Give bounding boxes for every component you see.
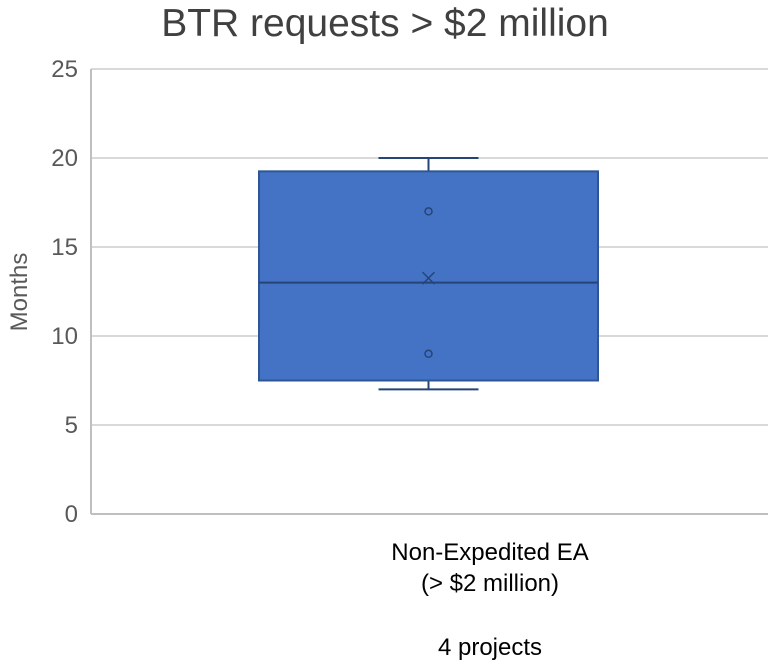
y-tick-label-15: 15 bbox=[51, 234, 78, 261]
category-label-line-1: (> $2 million) bbox=[421, 570, 559, 597]
box-series bbox=[258, 157, 599, 391]
chart-title: BTR requests > $2 million bbox=[161, 2, 609, 45]
y-tick-label-0: 0 bbox=[65, 501, 78, 528]
category-labels: Non-Expedited EA (> $2 million) 4 projects bbox=[391, 539, 588, 661]
y-tick-label-5: 5 bbox=[65, 412, 78, 439]
mean-marker bbox=[421, 271, 436, 285]
category-label-line-0: Non-Expedited EA bbox=[391, 539, 588, 566]
y-tick-label-25: 25 bbox=[51, 56, 78, 83]
y-tick-labels: 0 5 10 15 20 25 bbox=[51, 56, 78, 528]
interquartile-box bbox=[258, 170, 599, 382]
y-axis-title: Months bbox=[6, 253, 33, 332]
mean-marker-stroke-b bbox=[421, 271, 436, 285]
data-point-2 bbox=[424, 207, 433, 216]
data-point-1 bbox=[424, 349, 433, 359]
axes bbox=[90, 69, 768, 515]
category-label-line-3: 4 projects bbox=[438, 634, 542, 661]
y-tick-label-20: 20 bbox=[51, 145, 78, 172]
y-tick-label-10: 10 bbox=[51, 323, 78, 350]
